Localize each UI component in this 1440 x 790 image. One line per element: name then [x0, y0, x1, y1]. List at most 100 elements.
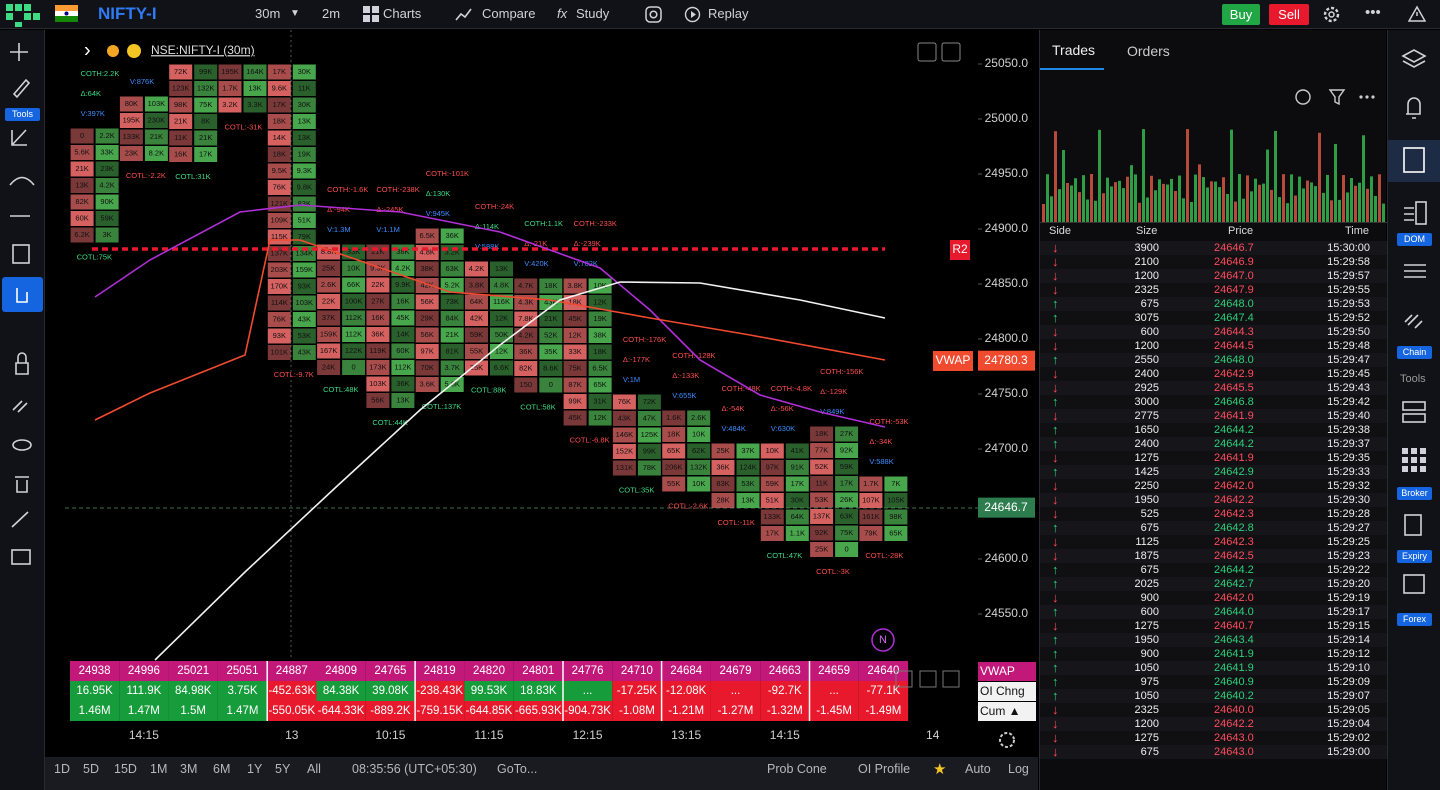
bid-cell	[317, 310, 341, 326]
bid-label: 150	[520, 380, 533, 389]
ask-cell	[292, 81, 316, 96]
trade-price: 24644.0	[1214, 606, 1254, 618]
trade-time: 15:29:32	[1327, 480, 1370, 492]
ask-cell	[194, 130, 218, 146]
annotation: COTH:-24K	[475, 202, 514, 211]
bid-cell	[366, 360, 390, 375]
forex-chip[interactable]: Forex	[1397, 613, 1432, 626]
fullscreen-button[interactable]	[941, 42, 961, 62]
buy-button[interactable]: Buy	[1222, 4, 1260, 25]
bid-label: 114K	[271, 298, 288, 307]
instagram-icon[interactable]	[645, 6, 662, 23]
ask-cell	[440, 228, 464, 244]
ask-label: 27K	[840, 429, 853, 438]
broker-chip[interactable]: Broker	[1397, 487, 1432, 500]
range-button[interactable]: 3M	[180, 762, 198, 776]
histogram-bar	[1058, 189, 1061, 222]
ask-label: 2.2K	[99, 131, 114, 140]
tab-orders[interactable]: Orders	[1127, 43, 1170, 59]
sell-button[interactable]: Sell	[1269, 4, 1309, 25]
chart-settings[interactable]	[999, 732, 1015, 748]
table-value: -759.15K	[416, 705, 463, 717]
bid-label: 24K	[322, 362, 335, 371]
oi-profile[interactable]: OI Profile	[858, 762, 911, 776]
range-button[interactable]: 5D	[83, 762, 99, 776]
price-tick-label: 24550.0	[985, 606, 1029, 620]
range-button[interactable]: 1M	[150, 762, 168, 776]
chain-chip[interactable]: Chain	[1397, 346, 1432, 359]
collapse-button[interactable]	[917, 42, 937, 62]
table-cell	[760, 681, 810, 701]
range-button[interactable]: 6M	[213, 762, 231, 776]
more-icon[interactable]: •••	[1365, 4, 1381, 21]
trade-size: 525	[1140, 508, 1159, 520]
trade-row: ↓ 1275 24641.9 15:29:35	[1040, 450, 1387, 465]
bid-cell	[267, 279, 291, 294]
compare-button[interactable]: Compare	[482, 6, 536, 21]
tab-trades[interactable]: Trades	[1052, 42, 1096, 58]
auto[interactable]: Auto	[965, 762, 991, 776]
trade-size: 675	[1140, 746, 1159, 758]
dom-chip[interactable]: DOM	[1397, 233, 1432, 246]
bid-cell	[810, 542, 834, 557]
table-cell	[365, 681, 416, 701]
study-button[interactable]: Study	[576, 6, 610, 21]
trade-size: 900	[1140, 648, 1159, 660]
table-cell	[168, 661, 218, 681]
bid-label: 11K	[815, 478, 828, 487]
histogram-bar	[1274, 130, 1277, 222]
side-arrow: ↑	[1052, 688, 1059, 703]
ask-cell	[835, 492, 859, 508]
ask-cell	[490, 311, 513, 326]
replay-button[interactable]: Replay	[708, 6, 749, 21]
histogram-bar	[1166, 184, 1169, 222]
ask-label: 79K	[298, 232, 311, 241]
table-close[interactable]	[942, 670, 960, 688]
range-button[interactable]: 5Y	[275, 762, 291, 776]
table-cell	[119, 681, 169, 701]
ask-cell	[440, 278, 464, 293]
bid-label: 92K	[815, 528, 828, 537]
charts-button[interactable]: Charts	[383, 6, 422, 21]
tools-label[interactable]: Tools	[5, 108, 40, 121]
interval[interactable]: 30m	[255, 6, 281, 21]
range-button[interactable]: 15D	[114, 762, 137, 776]
bid-label: 13K	[75, 180, 88, 189]
prob-cone[interactable]: Prob Cone	[767, 762, 827, 776]
range-button[interactable]: 1Y	[247, 762, 263, 776]
marker[interactable]	[871, 628, 895, 652]
annotation: COTH:2.2K	[81, 69, 120, 78]
range-button[interactable]: All	[307, 762, 321, 776]
ask-cell	[687, 476, 711, 492]
symbol[interactable]: NIFTY-I	[98, 4, 157, 23]
trade-time: 15:29:58	[1327, 256, 1370, 268]
ask-label: 98K	[889, 512, 902, 521]
ask-cell	[194, 64, 218, 80]
bid-label: 75K	[568, 363, 581, 372]
bid-label: 123K	[172, 83, 190, 92]
ask-cell	[391, 360, 415, 375]
bid-label: 6.5K	[419, 231, 434, 240]
alert-icon[interactable]	[1408, 5, 1426, 23]
expiry-chip[interactable]: Expiry	[1397, 550, 1432, 563]
settings-icon[interactable]	[1322, 5, 1341, 24]
trade-time: 15:29:47	[1327, 354, 1370, 366]
bid-label: 38K	[421, 264, 434, 273]
interval-2[interactable]: 2m	[322, 6, 341, 21]
bid-label: 28K	[716, 495, 729, 504]
trade-size: 2325	[1134, 284, 1159, 296]
goto[interactable]: GoTo...	[497, 762, 538, 776]
table-toggle[interactable]	[895, 670, 913, 688]
ask-label: 11K	[298, 83, 311, 92]
star[interactable]: ★	[933, 761, 947, 778]
log[interactable]: Log	[1008, 762, 1029, 776]
ask-label: 72K	[643, 397, 656, 406]
bid-cell	[514, 361, 538, 376]
collapse-arrow[interactable]: ›	[84, 39, 91, 61]
table-expand[interactable]	[919, 670, 937, 688]
ask-label: 164K	[246, 67, 264, 76]
ask-label: 30K	[298, 67, 311, 76]
ask-label: 41K	[791, 446, 804, 455]
range-button[interactable]: 1D	[54, 762, 70, 776]
table-cell	[710, 701, 761, 721]
